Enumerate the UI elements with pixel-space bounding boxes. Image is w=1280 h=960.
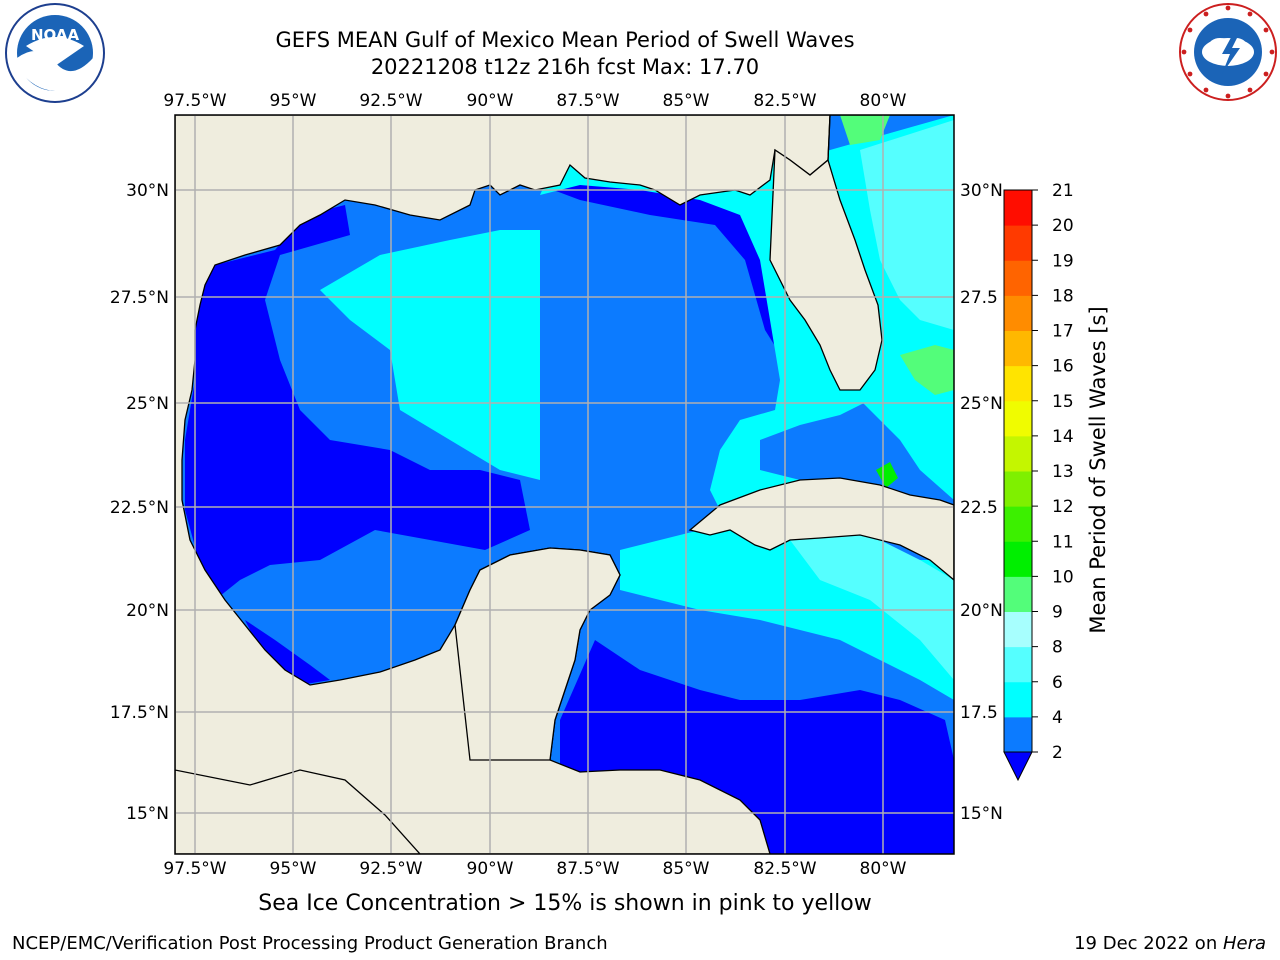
lon-tick-top: 90°W (467, 91, 514, 111)
lon-tick-bottom: 90°W (467, 859, 514, 879)
land-cuba (688, 477, 954, 581)
lat-tick-right: 17.5 (960, 703, 998, 723)
colorbar-segment (1004, 225, 1032, 261)
colorbar-segment (1004, 190, 1032, 226)
longitude-ticks-bottom: 97.5°W 95°W 92.5°W 90°W 87.5°W 85°W 82.5°W 80°W (163, 859, 906, 879)
map-frame (174, 114, 955, 855)
swell-period-4-6-tongue (320, 230, 540, 480)
colorbar-tick-label: 20 (1052, 216, 1074, 236)
colorbar-tick-label: 12 (1052, 497, 1074, 517)
lon-tick-top: 87.5°W (556, 91, 619, 111)
noaa-logo-text: NOAA (31, 26, 80, 44)
lon-tick-bottom: 80°W (860, 859, 907, 879)
footer-machine: Hera (1222, 933, 1266, 954)
colorbar-segment (1004, 295, 1032, 331)
swell-period-lt2-south (245, 620, 330, 685)
colorbar-segment (1004, 716, 1032, 753)
footer-credit: NCEP/EMC/Verification Post Processing Pr… (12, 933, 608, 954)
noaa-logo-icon: NOAA (5, 3, 105, 103)
colorbar-tick-label: 19 (1052, 251, 1074, 271)
latitude-ticks-left: 30°N 27.5°N 25°N 22.5°N 20°N 17.5°N 15°N (110, 181, 169, 824)
colorbar-segment (1004, 611, 1032, 648)
colorbar-tick-label: 6 (1052, 673, 1063, 693)
lon-tick-top: 92.5°W (359, 91, 422, 111)
colorbar-segment (1004, 435, 1032, 472)
colorbar-segment (1004, 541, 1032, 577)
colorbar-extend-arrow (1003, 751, 1033, 782)
colorbar-tick-label: 11 (1052, 532, 1074, 552)
colorbar-segment (1004, 576, 1032, 612)
colorbar-label: Mean Period of Swell Waves [s] (1086, 306, 1110, 633)
grid-lines (175, 115, 954, 854)
lat-tick-left: 17.5°N (110, 703, 169, 723)
colorbar-segment (1004, 330, 1032, 367)
colorbar-tick-label: 2 (1052, 743, 1063, 763)
map-field (175, 115, 954, 854)
colorbar-tick-label: 13 (1052, 462, 1074, 482)
colorbar-tick-label: 18 (1052, 286, 1074, 306)
lon-tick-top: 85°W (663, 91, 710, 111)
colorbar-tick-label: 10 (1052, 567, 1074, 587)
lon-tick-top: 97.5°W (163, 91, 226, 111)
colorbar-segment (1004, 471, 1032, 507)
colorbar-segment (1004, 400, 1032, 437)
lon-tick-bottom: 82.5°W (753, 859, 816, 879)
nws-logo-icon (1179, 3, 1277, 101)
swell-period-lt2-west (185, 205, 530, 600)
lat-tick-left: 27.5°N (110, 288, 169, 308)
lat-tick-left: 22.5°N (110, 498, 169, 518)
footer-date-text: 19 Dec 2022 on (1074, 933, 1223, 954)
footer-date: 19 Dec 2022 on Hera (1074, 933, 1266, 954)
lat-tick-right: 27.5 (960, 288, 998, 308)
colorbar-segment (1004, 506, 1032, 542)
colorbar-tick-label: 4 (1052, 708, 1063, 728)
colorbar-tick-label: 17 (1052, 322, 1074, 342)
colorbar-tick-label: 21 (1052, 181, 1074, 201)
colorbar-tick-label: 9 (1052, 603, 1063, 623)
lat-tick-right: 20°N (960, 601, 1003, 621)
lon-tick-top: 80°W (860, 91, 907, 111)
colorbar-tick-label: 15 (1052, 392, 1074, 412)
lon-tick-top: 82.5°W (753, 91, 816, 111)
colorbar-tick-label: 16 (1052, 357, 1074, 377)
lat-tick-right: 15°N (960, 804, 1003, 824)
colorbar: 2 4 6 8 9 10 11 12 13 14 15 16 17 18 19 20 21 (1003, 181, 1074, 782)
lon-tick-bottom: 95°W (270, 859, 317, 879)
chart-title: GEFS MEAN Gulf of Mexico Mean Period of … (275, 28, 855, 52)
lon-tick-top: 95°W (270, 91, 317, 111)
sea-ice-note: Sea Ice Concentration > 15% is shown in … (258, 891, 872, 916)
longitude-ticks-top: 97.5°W 95°W 92.5°W 90°W 87.5°W 85°W 82.5°W 80°W (163, 91, 906, 111)
lon-tick-bottom: 92.5°W (359, 859, 422, 879)
swell-period-6-8-south (790, 530, 954, 680)
swell-period-9-10-top (840, 115, 890, 145)
land-florida (769, 115, 954, 391)
lon-tick-bottom: 85°W (663, 859, 710, 879)
land-masses (175, 115, 954, 854)
colorbar-segment (1004, 681, 1032, 718)
colorbar-segment (1004, 365, 1032, 402)
lon-tick-bottom: 97.5°W (163, 859, 226, 879)
lat-tick-left: 30°N (126, 181, 169, 201)
colorbar-tick-label: 14 (1052, 427, 1074, 447)
colorbar-tick-label: 8 (1052, 638, 1063, 658)
swell-period-9-10-patch (900, 345, 954, 395)
lat-tick-left: 15°N (126, 804, 169, 824)
chart-subtitle: 20221208 t12z 216h fcst Max: 17.70 (370, 55, 760, 79)
lat-tick-right: 25°N (960, 394, 1003, 414)
latitude-ticks-right: 30°N 27.5 25°N 22.5 20°N 17.5 15°N (960, 181, 1003, 824)
lat-tick-left: 25°N (126, 394, 169, 414)
colorbar-segment (1004, 646, 1032, 683)
lon-tick-bottom: 87.5°W (556, 859, 619, 879)
lat-tick-right: 22.5 (960, 498, 998, 518)
lat-tick-left: 20°N (126, 601, 169, 621)
lat-tick-right: 30°N (960, 181, 1003, 201)
colorbar-segment (1004, 260, 1032, 296)
swell-period-10-11-patch (876, 462, 898, 488)
